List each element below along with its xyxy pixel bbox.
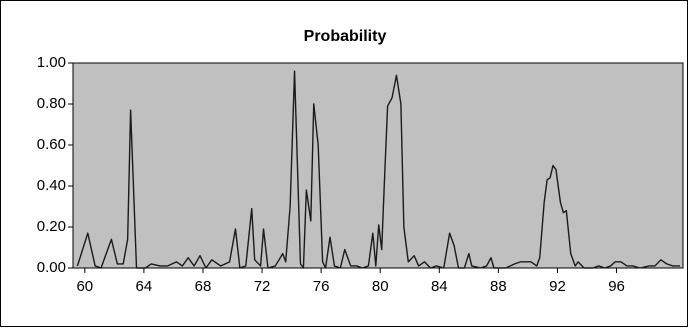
- y-tick-label: 0.20: [37, 218, 66, 235]
- x-tick-label: 80: [372, 278, 389, 295]
- x-tick-label: 72: [254, 278, 271, 295]
- x-tick-label: 84: [431, 278, 448, 295]
- x-tick-label: 76: [313, 278, 330, 295]
- x-tick-label: 68: [195, 278, 212, 295]
- y-tick-label: 0.60: [37, 136, 66, 153]
- x-tick-label: 64: [136, 278, 153, 295]
- data-line: [76, 70, 681, 269]
- chart-title: Probability: [304, 28, 387, 45]
- x-tick-label: 92: [549, 278, 566, 295]
- y-tick-label: 0.00: [37, 259, 66, 276]
- y-tick-label: 1.00: [37, 54, 66, 71]
- x-tick-label: 60: [76, 278, 93, 295]
- y-tick-label: 0.80: [37, 95, 66, 112]
- x-tick-label: 96: [608, 278, 625, 295]
- y-tick-label: 0.40: [37, 177, 66, 194]
- x-tick-label: 88: [490, 278, 507, 295]
